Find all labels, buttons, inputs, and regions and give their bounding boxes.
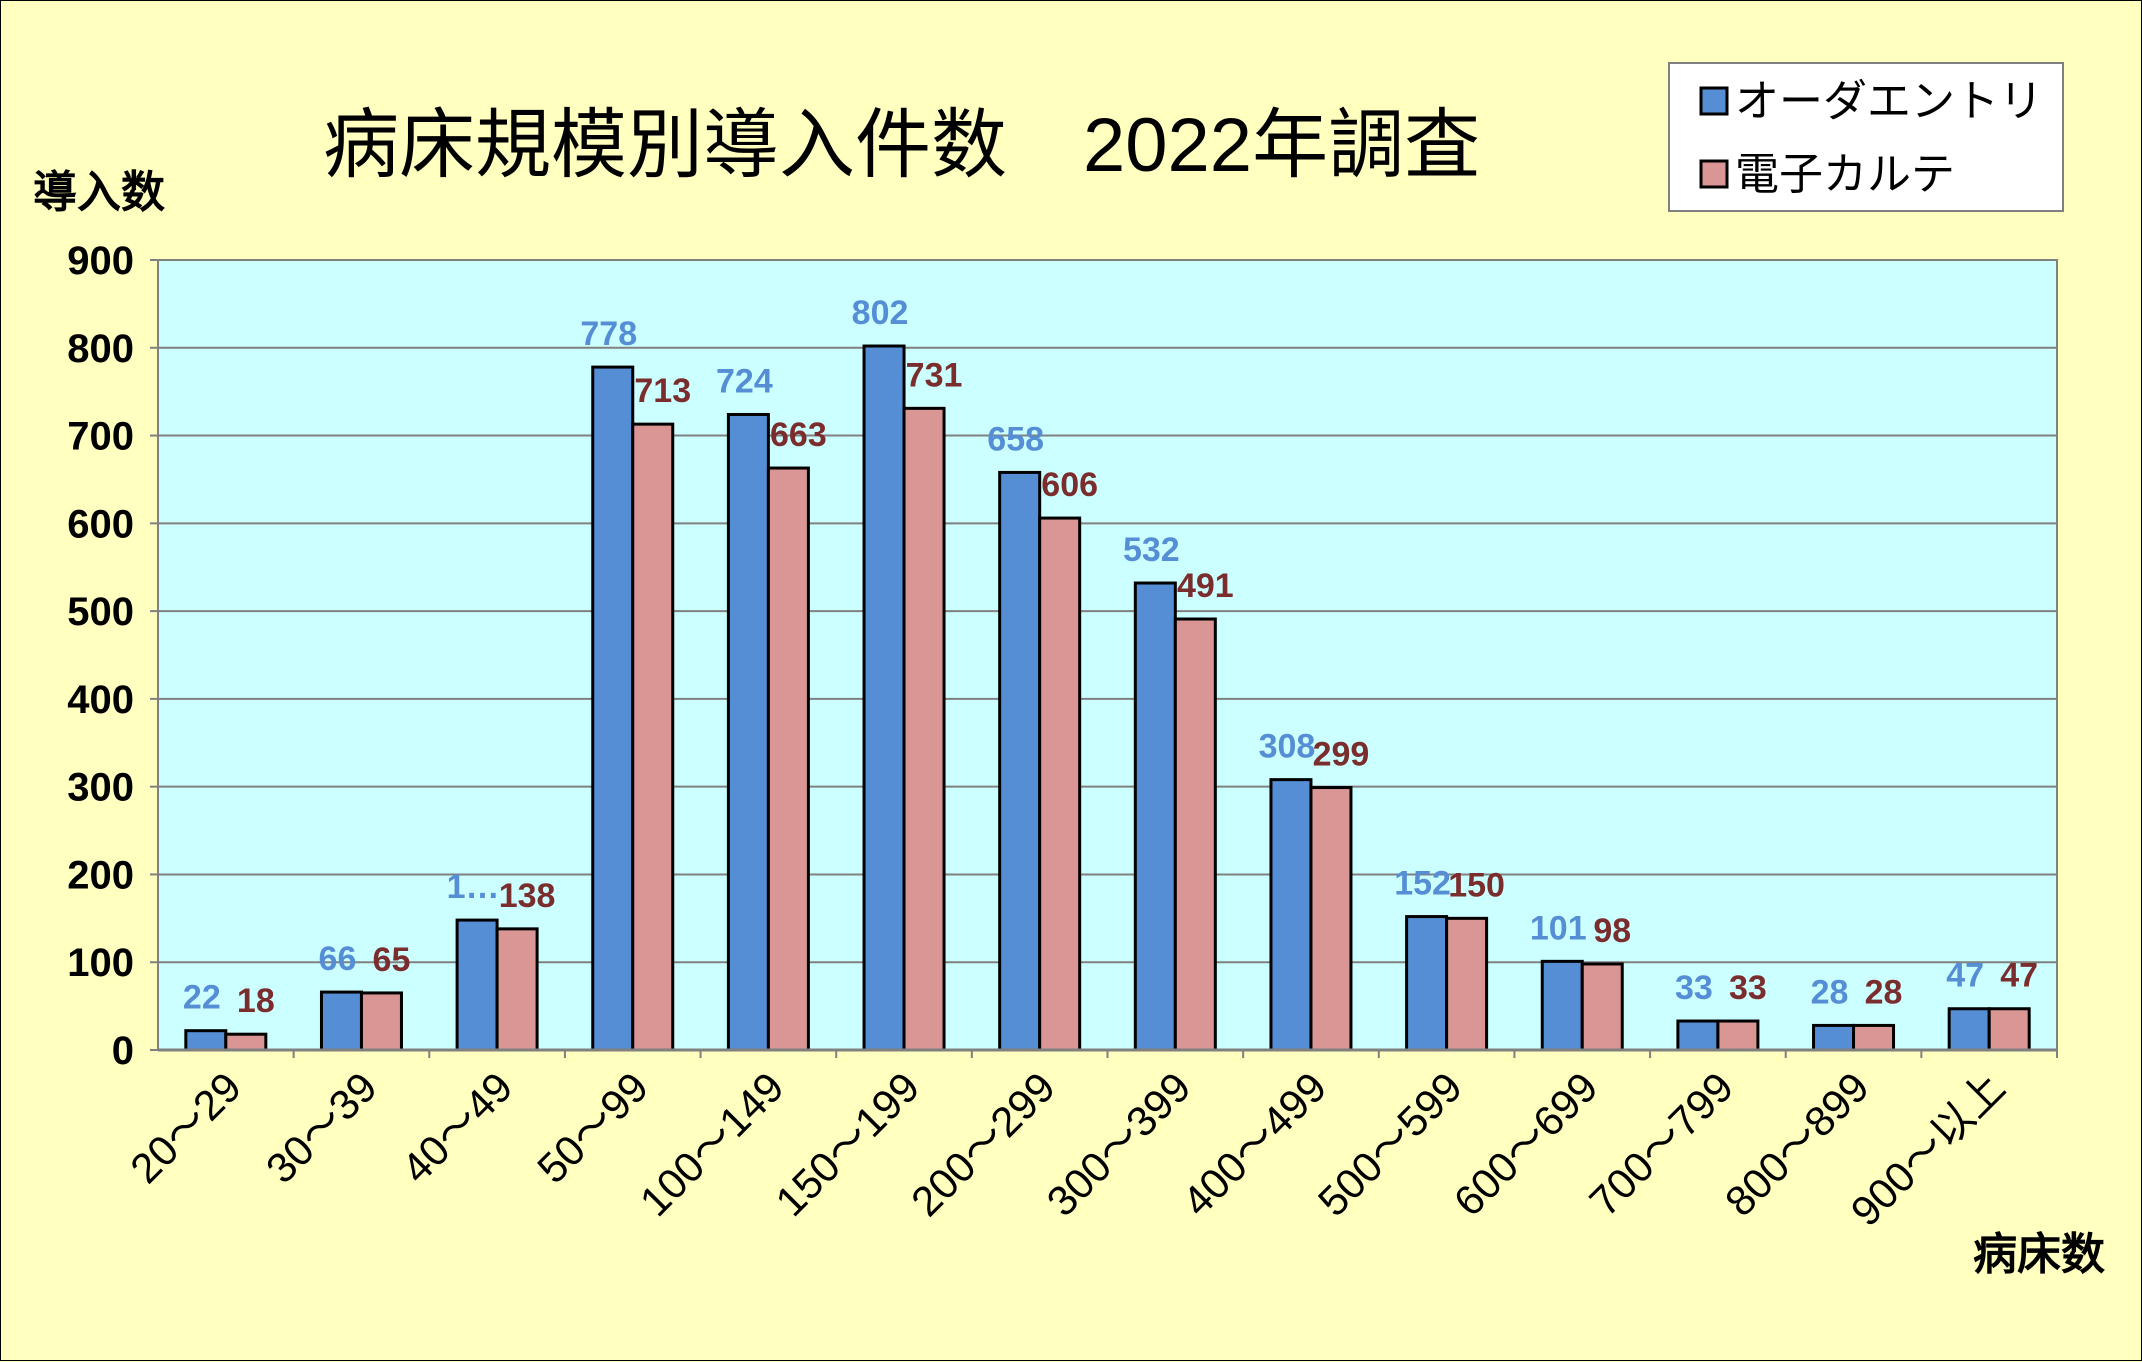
data-label-series-2: 713	[634, 372, 691, 410]
data-label-series-1: 778	[580, 315, 637, 353]
y-tick-label: 800	[67, 327, 134, 371]
y-tick-label: 100	[67, 941, 134, 985]
bar-series-2-2	[359, 991, 403, 1052]
data-label-series-1: 152	[1394, 865, 1451, 903]
legend-label-series-2: 電子カルテ	[1735, 150, 1955, 199]
bar-series-1-8	[1133, 581, 1177, 1052]
y-tick-label: 200	[67, 853, 134, 897]
data-labels: 22 18 66 65 1… 138 778 713 724 663 802 731 658 606 532…	[183, 294, 2038, 1020]
data-label-series-2: 663	[770, 416, 827, 454]
data-label-series-2: 731	[906, 356, 963, 394]
bar-series-2-6	[902, 406, 946, 1052]
data-label-series-1: 47	[1946, 957, 1984, 995]
x-tick-label: 400～499	[1173, 1063, 1335, 1225]
bar-series-2-11	[1580, 962, 1624, 1052]
x-tick-label: 300～399	[1038, 1063, 1200, 1225]
y-tick-labels: 0 100 200 300 400 500 600 700 800 900	[67, 239, 134, 1073]
bar-series-2-7	[1038, 516, 1082, 1052]
bar-series-1-5	[726, 412, 770, 1052]
bar-series-1-6	[862, 344, 906, 1052]
data-label-series-2: 491	[1177, 567, 1234, 605]
bar-series-1-2	[319, 990, 363, 1052]
x-tick-label: 600～699	[1445, 1063, 1607, 1225]
bar-series-1-10	[1405, 915, 1449, 1052]
legend: オーダエントリ 電子カルテ	[1668, 62, 2064, 212]
x-tick-label: 500～599	[1309, 1063, 1471, 1225]
data-label-series-2: 138	[499, 877, 556, 915]
legend-box	[1668, 62, 2064, 212]
y-tick-label: 600	[67, 502, 134, 546]
data-label-series-1: 308	[1259, 728, 1316, 766]
bar-series-2-10	[1445, 916, 1489, 1052]
legend-swatch-series-2	[1699, 159, 1729, 189]
x-tick-label: 50～99	[528, 1063, 657, 1192]
x-tick-label: 40～49	[392, 1063, 521, 1192]
data-label-series-2: 98	[1593, 912, 1631, 950]
data-label-series-1: 22	[183, 979, 221, 1017]
y-axis-label: 導入数	[33, 168, 165, 217]
data-label-series-2: 33	[1729, 969, 1767, 1007]
data-label-series-2: 28	[1865, 973, 1903, 1011]
chart-title: 病床規模別導入件数 2022年調査	[323, 103, 1480, 188]
bar-series-1-11	[1540, 959, 1584, 1052]
data-label-series-1: 1…	[447, 868, 500, 906]
bar-series-2-9	[1309, 786, 1353, 1052]
data-label-series-2: 150	[1448, 866, 1505, 904]
bar-series-1-14	[1947, 1007, 1991, 1052]
bar-series-2-4	[631, 422, 675, 1052]
data-label-series-2: 65	[373, 941, 411, 979]
x-tick-label: 700～799	[1580, 1063, 1742, 1225]
x-tick-label: 150～199	[766, 1063, 928, 1225]
bars	[184, 344, 2031, 1052]
bar-series-2-12	[1716, 1019, 1760, 1052]
y-tick-label: 400	[67, 678, 134, 722]
y-tick-label: 700	[67, 415, 134, 459]
data-label-series-1: 532	[1123, 531, 1180, 569]
x-tick-label: 30～39	[257, 1063, 386, 1192]
data-label-series-1: 101	[1530, 909, 1587, 947]
data-label-series-2: 299	[1313, 736, 1370, 774]
y-tick-label: 900	[67, 239, 134, 283]
x-tick-label: 20～29	[121, 1063, 250, 1192]
data-label-series-2: 606	[1041, 466, 1098, 504]
data-label-series-1: 658	[987, 420, 1044, 458]
bar-series-1-3	[455, 918, 499, 1052]
bar-series-2-3	[495, 927, 539, 1052]
bar-series-1-1	[184, 1029, 228, 1052]
bar-series-1-7	[998, 470, 1042, 1052]
bar-series-1-9	[1269, 778, 1313, 1052]
x-tick-label: 100～149	[631, 1063, 793, 1225]
bar-series-1-13	[1812, 1023, 1856, 1052]
y-tick-label: 300	[67, 766, 134, 810]
data-label-series-1: 28	[1811, 973, 1849, 1011]
bar-series-2-13	[1852, 1023, 1896, 1052]
bar-series-2-5	[766, 466, 810, 1052]
bar-series-1-12	[1676, 1019, 1720, 1052]
x-tick-label: 200～299	[902, 1063, 1064, 1225]
data-label-series-1: 66	[319, 940, 357, 978]
bar-series-2-1	[224, 1032, 268, 1052]
bar-series-2-14	[1987, 1007, 2031, 1052]
legend-label-series-1: オーダエントリ	[1735, 77, 2043, 126]
x-axis-label: 病床数	[1973, 1230, 2105, 1279]
plot-area	[157, 259, 2058, 1051]
data-label-series-2: 47	[2000, 957, 2038, 995]
bar-series-1-4	[591, 365, 635, 1052]
y-tick-label: 0	[112, 1029, 134, 1073]
data-label-series-1: 724	[716, 362, 773, 400]
y-tick-label: 500	[67, 590, 134, 634]
data-label-series-1: 33	[1675, 969, 1713, 1007]
legend-swatch-series-1	[1699, 86, 1729, 116]
bar-series-2-8	[1173, 617, 1217, 1052]
x-tick-labels: 20～29 30～39 40～49 50～99100～149150～199200～29…	[121, 1050, 2058, 1235]
data-label-series-2: 18	[237, 982, 275, 1020]
data-label-series-1: 802	[852, 294, 909, 332]
